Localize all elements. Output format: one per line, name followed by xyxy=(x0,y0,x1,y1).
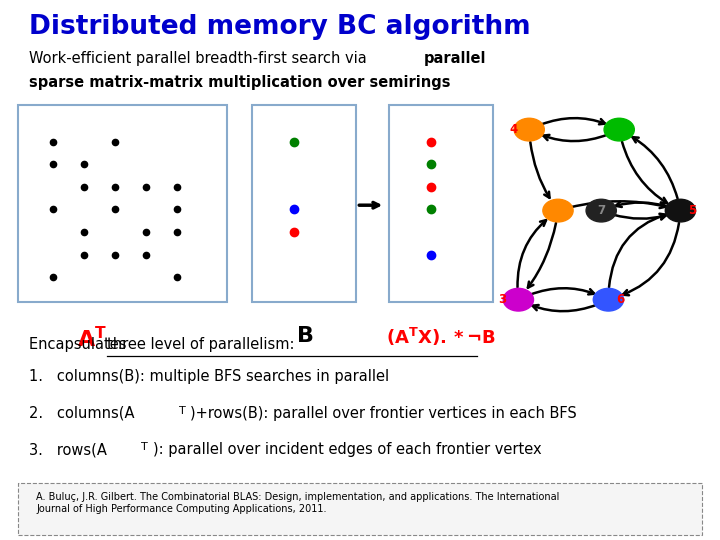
Text: T: T xyxy=(179,406,185,416)
Circle shape xyxy=(604,118,634,141)
Text: 5: 5 xyxy=(688,204,696,217)
Circle shape xyxy=(593,288,624,311)
Text: 4: 4 xyxy=(509,123,518,136)
Text: 3.   rows(A: 3. rows(A xyxy=(29,442,107,457)
Text: $\mathbf{(A^TX).*\neg B}$: $\mathbf{(A^TX).*\neg B}$ xyxy=(386,326,496,348)
FancyBboxPatch shape xyxy=(18,483,702,535)
Text: 6: 6 xyxy=(616,293,624,306)
Circle shape xyxy=(503,288,534,311)
Circle shape xyxy=(514,118,544,141)
Text: 2.   columns(A: 2. columns(A xyxy=(29,406,135,421)
Text: 1.   columns(B): multiple BFS searches in parallel: 1. columns(B): multiple BFS searches in … xyxy=(29,369,389,384)
Text: sparse matrix-matrix multiplication over semirings: sparse matrix-matrix multiplication over… xyxy=(29,75,450,90)
Text: A. Buluç, J.R. Gilbert. The Combinatorial BLAS: Design, implementation, and appl: A. Buluç, J.R. Gilbert. The Combinatoria… xyxy=(36,492,559,514)
Circle shape xyxy=(665,199,696,222)
Text: three level of parallelism:: three level of parallelism: xyxy=(107,338,294,353)
Text: $\mathbf{A^T}$: $\mathbf{A^T}$ xyxy=(77,326,107,351)
Text: Distributed memory BC algorithm: Distributed memory BC algorithm xyxy=(29,14,531,39)
FancyBboxPatch shape xyxy=(252,105,356,302)
Text: )+rows(B): parallel over frontier vertices in each BFS: )+rows(B): parallel over frontier vertic… xyxy=(190,406,577,421)
Circle shape xyxy=(543,199,573,222)
Text: 7: 7 xyxy=(597,204,606,217)
Text: T: T xyxy=(141,442,148,453)
Text: 3: 3 xyxy=(498,293,507,306)
Circle shape xyxy=(586,199,616,222)
Text: Encapsulates: Encapsulates xyxy=(29,338,131,353)
Text: parallel: parallel xyxy=(423,51,486,66)
Text: Work-efficient parallel breadth-first search via: Work-efficient parallel breadth-first se… xyxy=(29,51,372,66)
FancyBboxPatch shape xyxy=(389,105,493,302)
Text: $\mathbf{B}$: $\mathbf{B}$ xyxy=(295,326,313,346)
FancyBboxPatch shape xyxy=(18,105,227,302)
Text: ): parallel over incident edges of each frontier vertex: ): parallel over incident edges of each … xyxy=(153,442,541,457)
